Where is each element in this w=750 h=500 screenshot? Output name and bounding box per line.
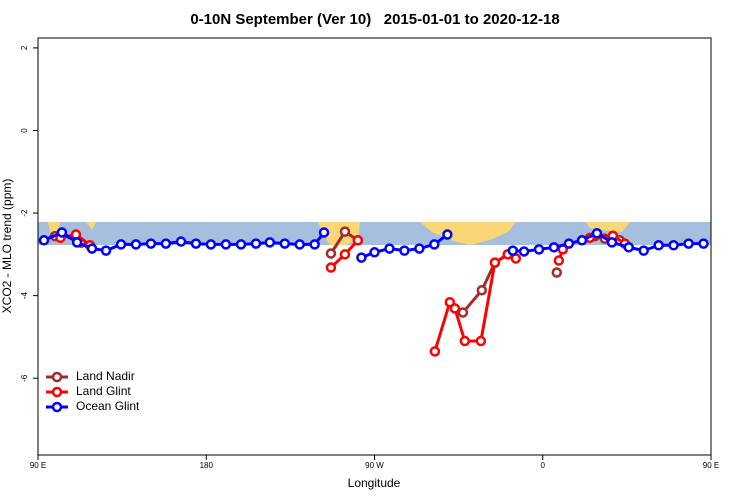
point (235, 239, 247, 250)
x-tick-label: 0 (541, 461, 546, 470)
point (563, 238, 575, 249)
point (205, 239, 217, 250)
y-tick-label: 0 (20, 128, 29, 133)
point (475, 335, 487, 347)
point (115, 239, 127, 250)
point (339, 249, 351, 260)
point (86, 243, 98, 254)
point (71, 237, 83, 248)
point (553, 255, 565, 266)
point (309, 239, 320, 250)
x-tick-label: 90 E (30, 461, 46, 470)
point (399, 245, 410, 256)
point (145, 238, 157, 249)
y-tick-label: -2 (20, 209, 29, 217)
point (294, 239, 305, 250)
x-tick-label: 180 (200, 461, 214, 470)
point (38, 235, 50, 246)
legend-marker (51, 386, 63, 398)
point (325, 262, 337, 273)
point (130, 239, 142, 250)
point (384, 243, 395, 254)
point (160, 238, 172, 249)
legend-marker (51, 371, 63, 383)
point (100, 245, 112, 256)
point (507, 245, 519, 256)
point (56, 227, 68, 238)
point (339, 226, 351, 237)
point (414, 243, 425, 254)
y-tick-label: -6 (20, 374, 29, 382)
point (279, 238, 291, 249)
y-tick-label: -4 (20, 292, 29, 300)
point (533, 244, 545, 255)
point (668, 240, 679, 251)
point (489, 257, 501, 268)
legend-label: Ocean Glint (76, 399, 140, 413)
point (683, 238, 694, 249)
point (623, 242, 634, 253)
point (591, 228, 603, 239)
y-tick-label: 2 (20, 45, 29, 50)
point (318, 227, 330, 238)
point (518, 246, 530, 257)
point (369, 247, 380, 258)
point (250, 238, 262, 249)
point (459, 335, 471, 347)
point (476, 285, 488, 296)
point (548, 242, 560, 253)
point (457, 307, 469, 318)
point (190, 238, 202, 249)
point (356, 252, 367, 263)
point (220, 239, 232, 250)
x-tick-label: 90 E (703, 461, 719, 470)
point (264, 237, 276, 248)
legend-label: Land Glint (76, 384, 131, 398)
point (698, 238, 709, 249)
point (606, 237, 618, 248)
x-axis-label: Longitude (348, 476, 401, 490)
legend-marker (51, 401, 63, 413)
point (429, 239, 440, 250)
y-axis-label: XCO2 - MLO trend (ppm) (0, 179, 14, 314)
point (352, 235, 364, 246)
point (429, 346, 441, 357)
point (325, 248, 337, 259)
map-strip (38, 222, 711, 245)
point (175, 236, 187, 247)
chart-title: 0-10N September (Ver 10) 2015-01-01 to 2… (190, 11, 559, 28)
point (449, 303, 461, 314)
legend-label: Land Nadir (76, 369, 135, 383)
point (638, 245, 649, 256)
point (551, 267, 563, 278)
point (653, 240, 664, 251)
point (442, 229, 453, 240)
x-tick-label: 90 W (365, 461, 384, 470)
point (576, 235, 588, 246)
